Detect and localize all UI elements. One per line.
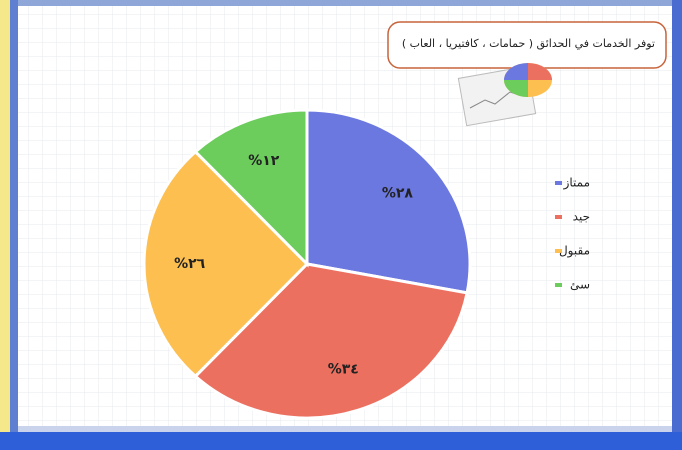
chart: توفر الخدمات في الحدائق ( حمامات ، كافتي… — [0, 0, 682, 450]
legend-label: جيد — [573, 210, 590, 224]
left-bar-blue — [10, 0, 18, 450]
legend-swatch — [555, 215, 562, 219]
bottom-bar — [0, 432, 682, 450]
legend-swatch — [555, 181, 562, 185]
left-bar — [0, 0, 10, 450]
legend-label: مقبول — [559, 244, 590, 259]
legend-label: ممتاز — [563, 176, 590, 191]
value-label: ١٢% — [248, 153, 280, 169]
value-label: ٢٨% — [382, 185, 414, 201]
legend-label: سئ — [570, 278, 590, 292]
legend-swatch — [555, 283, 562, 287]
value-label: ٢٦% — [174, 256, 206, 272]
chart-title: توفر الخدمات في الحدائق ( حمامات ، كافتي… — [402, 37, 655, 51]
slide: توفر الخدمات في الحدائق ( حمامات ، كافتي… — [0, 0, 682, 450]
right-bar — [672, 0, 682, 450]
bottom-strip — [18, 426, 672, 432]
value-label: ٣٤% — [328, 361, 359, 377]
top-bar — [0, 0, 682, 6]
